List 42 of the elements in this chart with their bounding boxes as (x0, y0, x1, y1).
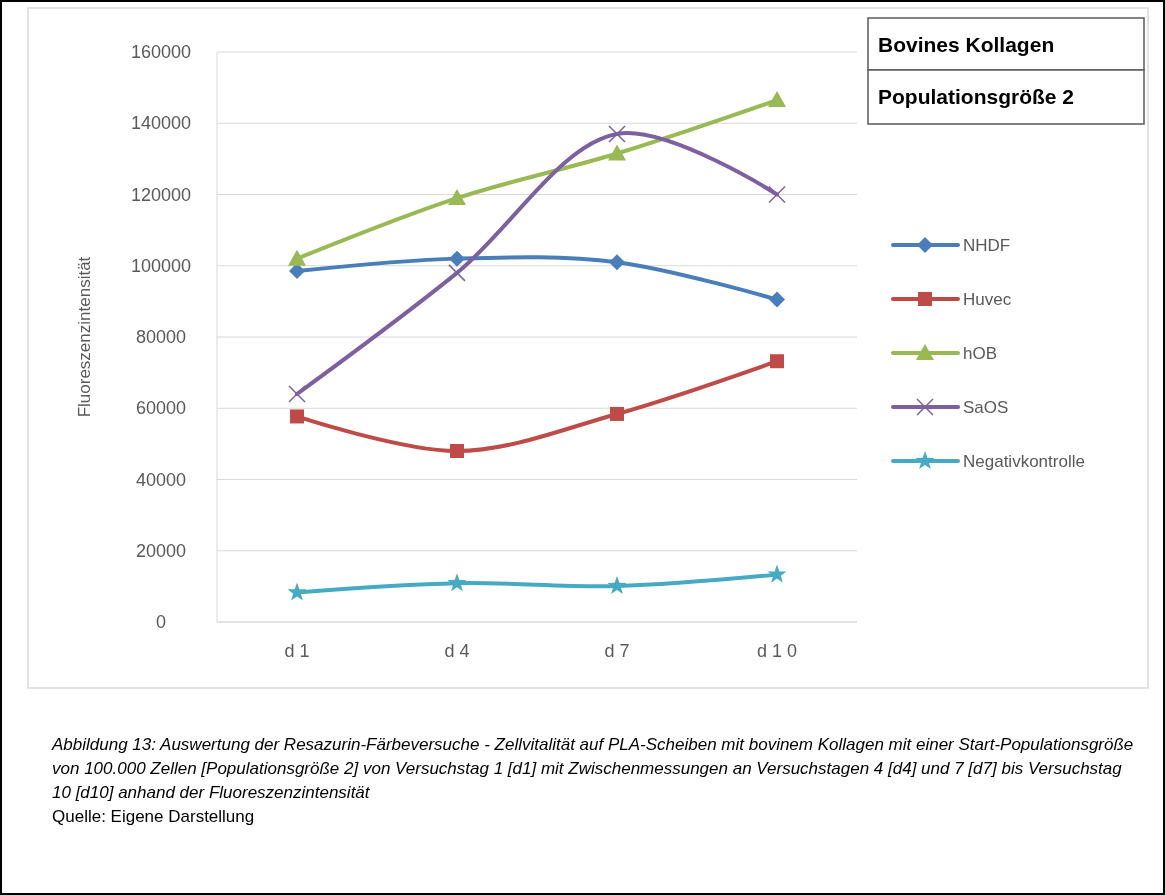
legend-label: SaOS (963, 397, 1009, 417)
point (447, 573, 467, 592)
point (289, 263, 305, 280)
point (290, 409, 304, 424)
legend-label: Huvec (963, 289, 1012, 309)
y-tick-label: 160000 (130, 42, 192, 62)
point (769, 291, 785, 308)
point (608, 144, 626, 161)
point (450, 444, 464, 458)
y-tick-label: 80000 (135, 327, 187, 347)
point (767, 564, 787, 583)
point (608, 125, 626, 143)
legend-label: hOB (963, 343, 998, 363)
source-note: Quelle: Eigene Darstellung (52, 807, 255, 826)
x-tick-label: d 1 (284, 641, 310, 661)
point (609, 254, 625, 271)
y-tick-label: 0 (155, 612, 167, 632)
point (768, 91, 786, 108)
y-tick-label: 100000 (130, 255, 192, 276)
x-tick-label: d 7 (604, 641, 630, 661)
point (607, 576, 627, 595)
point (287, 582, 307, 601)
point (288, 249, 306, 266)
text: Abbildung 13: Auswertung der Resazurin-Färbeversuche - Zellvitalität auf PLA-Scheiben mit bovinem Kollagen mit einer Start-Populationsgröße von 100.000 Zellen [Populationsgröße 2] von Versuchstag 1 [d1] mit Zwischenmessungen an Versuchstagen 4 [d4] und 7 [d7] bis Versuchstag 10 [d10] anhand der Fluoreszenzintensität (51, 735, 1134, 802)
text: Populationsgröße 2 (878, 85, 1075, 108)
point (288, 385, 306, 403)
y-tick-label: 60000 (135, 398, 187, 419)
y-tick-label: 40000 (135, 469, 187, 490)
y-tick-label: 140000 (130, 113, 192, 134)
point (449, 250, 465, 267)
legend-label: NHDF (963, 235, 1011, 255)
x-tick-label: d 4 (444, 641, 470, 661)
point (768, 185, 786, 204)
point (448, 189, 466, 206)
text: Bovines Kollagen (878, 33, 1055, 56)
point (610, 406, 624, 421)
legend-label: Negativkontrolle (963, 451, 1085, 471)
y-axis-title: Fluoreszenzintensität (75, 256, 94, 418)
x-tick-label: d 1 0 (756, 641, 798, 661)
y-tick-label: 20000 (135, 540, 187, 561)
point (770, 354, 784, 369)
y-tick-label: 120000 (130, 184, 192, 205)
